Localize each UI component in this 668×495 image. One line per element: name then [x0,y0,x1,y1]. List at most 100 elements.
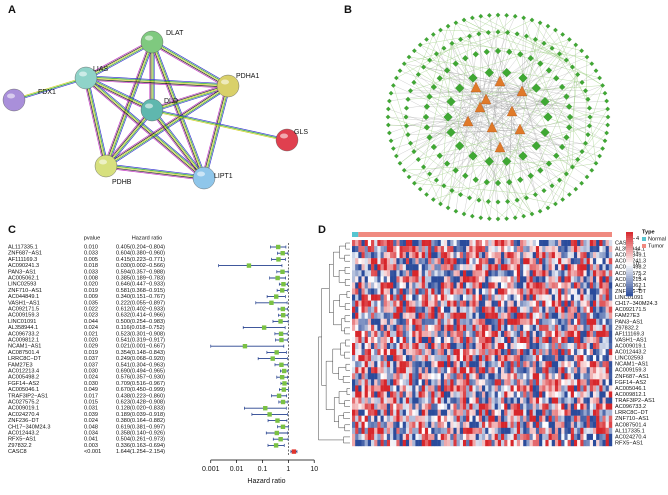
heatmap-cell [358,440,361,446]
heatmap-cell [504,276,507,282]
heatmap-cell [571,270,574,276]
heatmap-cell [381,404,384,410]
heatmap-cell [419,301,422,307]
heatmap-cell [587,307,590,313]
heatmap-cell [377,434,380,440]
heatmap-cell [365,391,368,397]
node-shine [280,134,288,139]
heatmap-cell [466,301,469,307]
heatmap-cell [371,313,374,319]
heatmap-cell [431,440,434,446]
heatmap-cell [384,355,387,361]
heatmap-cell [514,361,517,367]
heatmap-cell [393,240,396,246]
heatmap-cell [609,325,612,331]
heatmap-cell [593,416,596,422]
p-value: 0.019 [84,350,98,356]
heatmap-cell [590,319,593,325]
heatmap-cell [479,295,482,301]
heatmap-cell [469,410,472,416]
heatmap-cell [526,349,529,355]
heatmap-cell [599,295,602,301]
heatmap-cell [463,373,466,379]
heatmap-cell [463,434,466,440]
heatmap-cell [400,246,403,252]
heatmap-cell [511,246,514,252]
heatmap-cell [412,337,415,343]
heatmap-cell [558,270,561,276]
heatmap-cell [488,337,491,343]
dendrogram [339,391,347,403]
heatmap-cell [507,264,510,270]
heatmap-cell [466,373,469,379]
heatmap-cell [511,325,514,331]
p-value: <0.001 [84,449,101,455]
heatmap-cell [571,379,574,385]
colorbar-label: 4 [636,236,639,242]
heatmap-cell [574,440,577,446]
heatmap-cell [377,373,380,379]
heatmap-cell [583,416,586,422]
p-value: 0.030 [84,381,98,387]
heatmap-cell [374,282,377,288]
heatmap-cell [596,428,599,434]
network-node [95,155,117,177]
heatmap-cell [583,373,586,379]
heatmap-cell [599,416,602,422]
heatmap-cell [425,367,428,373]
network-node [504,216,508,220]
network-node [605,107,609,111]
row-label: AC044849.1 [8,294,39,300]
heatmap-cell [561,325,564,331]
heatmap-cell [599,252,602,258]
heatmap-cell [609,270,612,276]
heatmap-cell [368,398,371,404]
heatmap-cell [377,385,380,391]
heatmap-cell [374,416,377,422]
heatmap-cell [564,434,567,440]
heatmap-cell [530,325,533,331]
heatmap-cell [549,379,552,385]
heatmap-cell [564,385,567,391]
heatmap-cell [396,331,399,337]
heatmap-cell [549,331,552,337]
heatmap-cell [387,373,390,379]
network-edge [406,117,468,122]
heatmap-cell [501,295,504,301]
heatmap-cell [387,355,390,361]
heatmap-cell [422,295,425,301]
heatmap-cell [520,313,523,319]
heatmap-cell [587,398,590,404]
heatmap-cell [396,301,399,307]
heatmap-cell [492,398,495,404]
heatmap-cell [574,325,577,331]
heatmap-cell [568,325,571,331]
heatmap-cell [561,252,564,258]
heatmap-cell [530,276,533,282]
heatmap-cell [450,325,453,331]
heatmap-cell [526,428,529,434]
colorbar-segment [626,274,633,276]
heatmap-cell [539,355,542,361]
heatmap-cell [602,361,605,367]
row-label: AC090241.3 [8,263,39,269]
heatmap-cell [552,440,555,446]
heatmap-cell [390,434,393,440]
heatmap-cell [434,301,437,307]
heatmap-cell [479,434,482,440]
heatmap-cell [536,379,539,385]
heatmap-cell [447,325,450,331]
heatmap-cell [441,331,444,337]
heatmap-cell [533,252,536,258]
network-edge [106,166,204,178]
heatmap-cell [409,391,412,397]
heatmap-cell [368,434,371,440]
heatmap-cell [583,319,586,325]
heatmap-cell [517,301,520,307]
heatmap-cell [368,440,371,446]
heatmap-cell [504,355,507,361]
heatmap-cell [463,391,466,397]
heatmap-cell [362,307,365,313]
p-value: 0.018 [84,263,98,269]
heatmap-cell [387,270,390,276]
